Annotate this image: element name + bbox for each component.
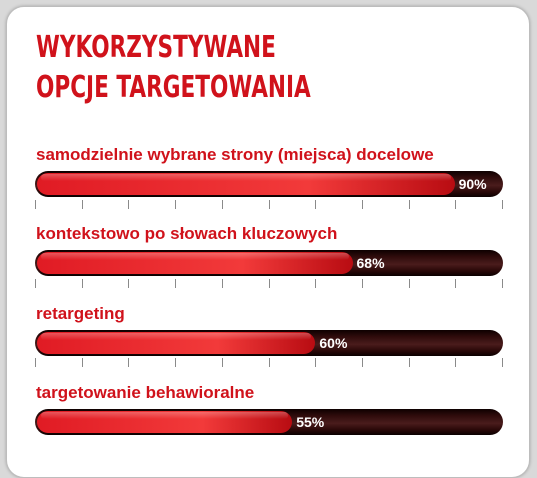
bar-chart: samodzielnie wybrane strony (miejsca) do… (35, 145, 503, 435)
tick-mark (35, 358, 36, 367)
bar-track: 68% (35, 250, 503, 276)
tick-mark (175, 279, 176, 288)
bar-value-label: 68% (356, 255, 385, 271)
tick-mark (128, 279, 129, 288)
tick-mark (82, 358, 83, 367)
chart-title: WYKORZYSTYWANE OPCJE TARGETOWANIA (36, 28, 311, 108)
bar-value-label: 60% (319, 335, 348, 351)
tick-mark (35, 279, 36, 288)
tick-mark (362, 358, 363, 367)
tick-mark (128, 200, 129, 209)
tick-mark (222, 200, 223, 209)
bar-track: 90% (35, 171, 503, 197)
bar-value-label: 55% (296, 414, 325, 430)
tick-mark (82, 200, 83, 209)
tick-mark (269, 358, 270, 367)
tick-mark (455, 200, 456, 209)
bar-value-label: 90% (458, 176, 487, 192)
tick-row (35, 358, 503, 368)
tick-mark (502, 358, 503, 367)
tick-mark (175, 200, 176, 209)
tick-mark (362, 279, 363, 288)
bar-label: retargeting (36, 304, 125, 323)
title-line-1: WYKORZYSTYWANE (36, 30, 276, 65)
tick-mark (502, 200, 503, 209)
tick-mark (82, 279, 83, 288)
bar (37, 332, 316, 354)
bar (37, 173, 455, 195)
bar-label: samodzielnie wybrane strony (miejsca) do… (36, 145, 434, 164)
tick-mark (175, 358, 176, 367)
tick-mark (128, 358, 129, 367)
tick-mark (222, 358, 223, 367)
bar (37, 411, 293, 433)
tick-mark (269, 279, 270, 288)
tick-mark (362, 200, 363, 209)
tick-mark (455, 358, 456, 367)
tick-mark (409, 200, 410, 209)
tick-mark (315, 200, 316, 209)
tick-mark (455, 279, 456, 288)
tick-mark (222, 279, 223, 288)
bar-track: 60% (35, 330, 503, 356)
tick-row (35, 279, 503, 289)
bar-label: targetowanie behawioralne (36, 383, 255, 402)
tick-mark (35, 200, 36, 209)
chart-card (6, 6, 530, 478)
tick-mark (502, 279, 503, 288)
tick-mark (315, 358, 316, 367)
tick-mark (315, 279, 316, 288)
title-line-2: OPCJE TARGETOWANIA (36, 70, 311, 105)
tick-mark (409, 279, 410, 288)
tick-mark (409, 358, 410, 367)
bar-track: 55% (35, 409, 503, 435)
bar-label: kontekstowo po słowach kluczowych (36, 224, 338, 243)
tick-row (35, 200, 503, 210)
tick-mark (269, 200, 270, 209)
bar (37, 252, 353, 274)
